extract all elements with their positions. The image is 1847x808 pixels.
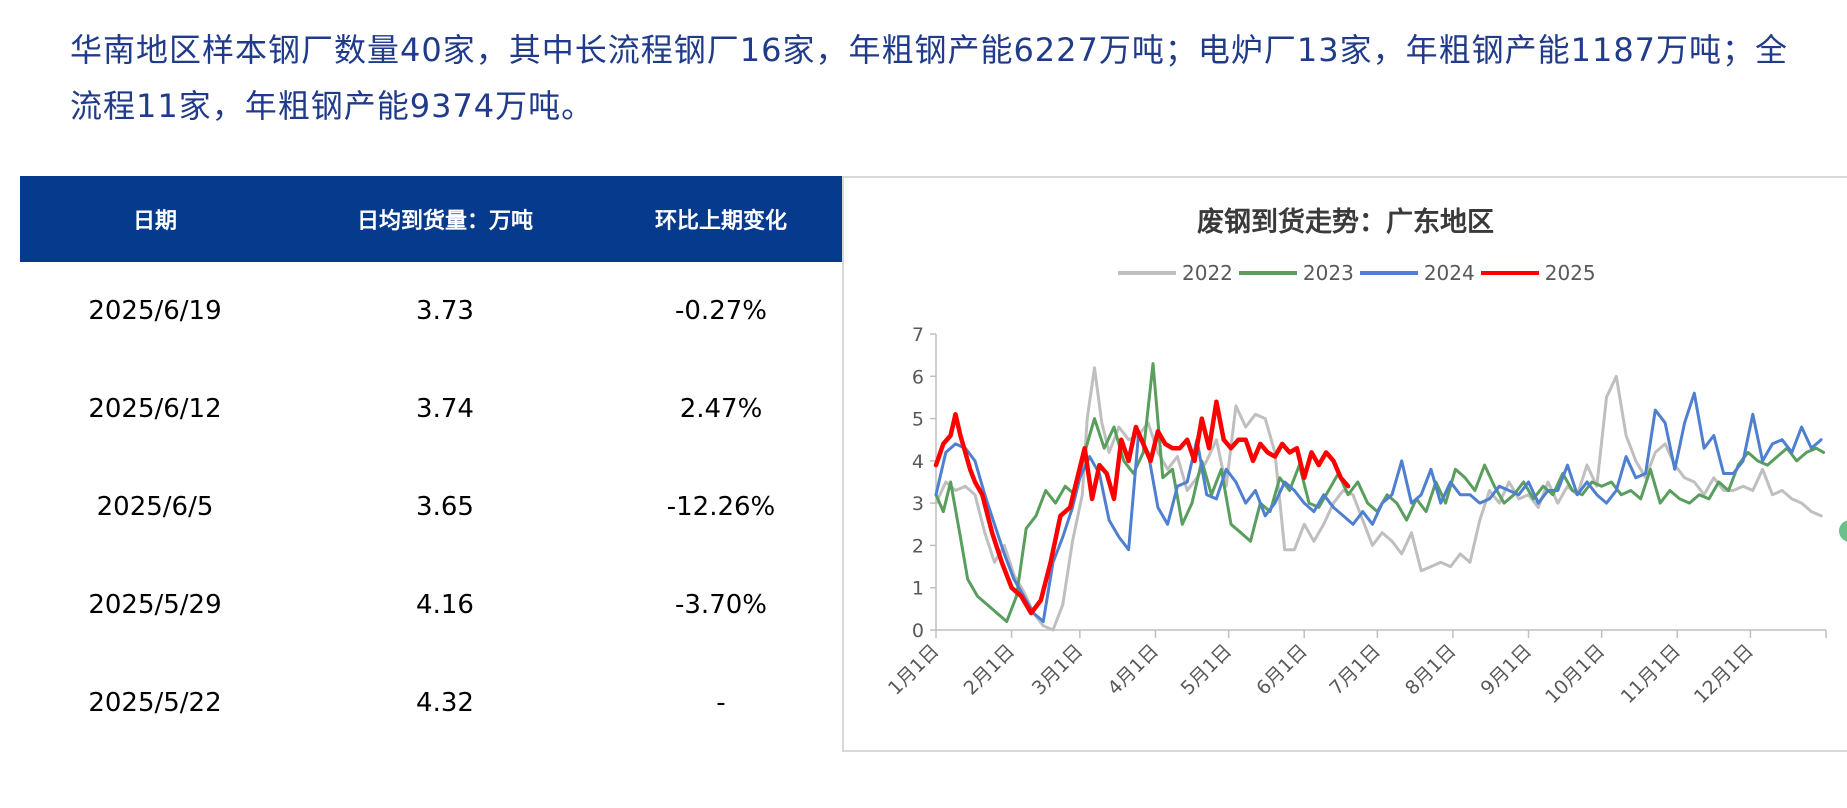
x-tick-label: 3月1日 [1028,640,1088,700]
x-tick-label: 6月1日 [1252,640,1312,700]
legend-swatch [1359,271,1418,275]
legend-item: 2024 [1359,261,1475,285]
cell-change: -0.27% [675,296,767,326]
cell-value: 4.32 [416,688,474,718]
x-tick-label: 1月1日 [884,640,944,700]
y-tick-label: 6 [912,366,924,388]
x-tick-label: 4月1日 [1103,640,1163,700]
cell-change: 2.47% [679,394,763,424]
y-tick-label: 7 [912,324,924,346]
cell-value: 3.65 [416,492,474,522]
cell-change: -3.70% [675,590,767,620]
series-line-2024 [934,391,1823,623]
x-tick-label: 7月1日 [1325,640,1385,700]
legend-label: 2025 [1544,261,1596,285]
header-change: 环比上期变化 [654,209,787,234]
legend-label: 2022 [1182,261,1233,285]
series-line-2025 [933,399,1351,616]
arrival-table: 日期 日均到货量：万吨 环比上期变化 2025/6/19 3.73 -0.27%… [20,176,842,752]
cell-date: 2025/6/12 [88,394,222,424]
x-tick-label: 2月1日 [960,640,1020,700]
table-header: 日期 日均到货量：万吨 环比上期变化 [20,176,842,262]
legend-swatch [1118,271,1176,275]
legend-item: 2025 [1480,261,1596,285]
edge-marker[interactable] [1839,520,1847,542]
cell-change: -12.26% [666,492,776,522]
chart-panel: 废钢到货走势：广东地区 2022 2023 2024 2025 0 1 2 3 4 5 6 7… [842,176,1847,752]
legend-label: 2024 [1423,261,1475,285]
line-chart-plot: 0 1 2 3 4 5 6 7 1月1日 2月1日 3月1日 4月1日 5月1日 6月1日 7月1日 8月1日… [884,324,1827,708]
table-row: 2025/5/29 4.16 -3.70% [20,556,842,654]
y-tick-label: 5 [912,409,924,431]
x-tick-label: 8月1日 [1401,640,1461,700]
legend-label: 2023 [1302,261,1354,285]
y-tick-label: 0 [912,620,924,642]
header-daily-arrival: 日均到货量：万吨 [356,209,533,234]
legend-item: 2023 [1238,261,1354,285]
cell-value: 3.74 [416,394,474,424]
y-tick-label: 4 [912,451,924,473]
cell-change: - [716,688,726,718]
x-tick-label: 11月1日 [1617,640,1685,708]
y-tick-label: 2 [912,535,924,557]
table-row: 2025/5/22 4.32 - [20,654,842,752]
cell-date: 2025/6/19 [88,296,222,326]
legend-swatch [1238,271,1297,275]
chart-title: 废钢到货走势：广东地区 [1197,207,1494,238]
x-tick-label: 9月1日 [1477,640,1537,700]
cell-date: 2025/5/22 [88,688,222,718]
cell-value: 4.16 [416,590,474,620]
table-row: 2025/6/19 3.73 -0.27% [20,262,842,360]
y-tick-label: 3 [912,493,924,515]
x-tick-label: 10月1日 [1541,640,1609,708]
cell-date: 2025/5/29 [88,590,222,620]
intro-paragraph: 华南地区样本钢厂数量40家，其中长流程钢厂16家，年粗钢产能6227万吨；电炉厂… [70,31,1789,125]
x-tick-label: 12月1日 [1690,640,1758,708]
legend-item: 2022 [1118,261,1233,285]
legend-swatch [1480,271,1539,275]
chart-legend: 2022 2023 2024 2025 [1118,261,1602,285]
table-row: 2025/6/12 3.74 2.47% [20,360,842,458]
y-tick-label: 1 [912,578,924,600]
cell-date: 2025/6/5 [96,492,214,522]
header-date: 日期 [132,209,177,234]
cell-value: 3.73 [416,296,474,326]
x-tick-label: 5月1日 [1177,640,1237,700]
table-row: 2025/6/5 3.65 -12.26% [20,458,842,556]
